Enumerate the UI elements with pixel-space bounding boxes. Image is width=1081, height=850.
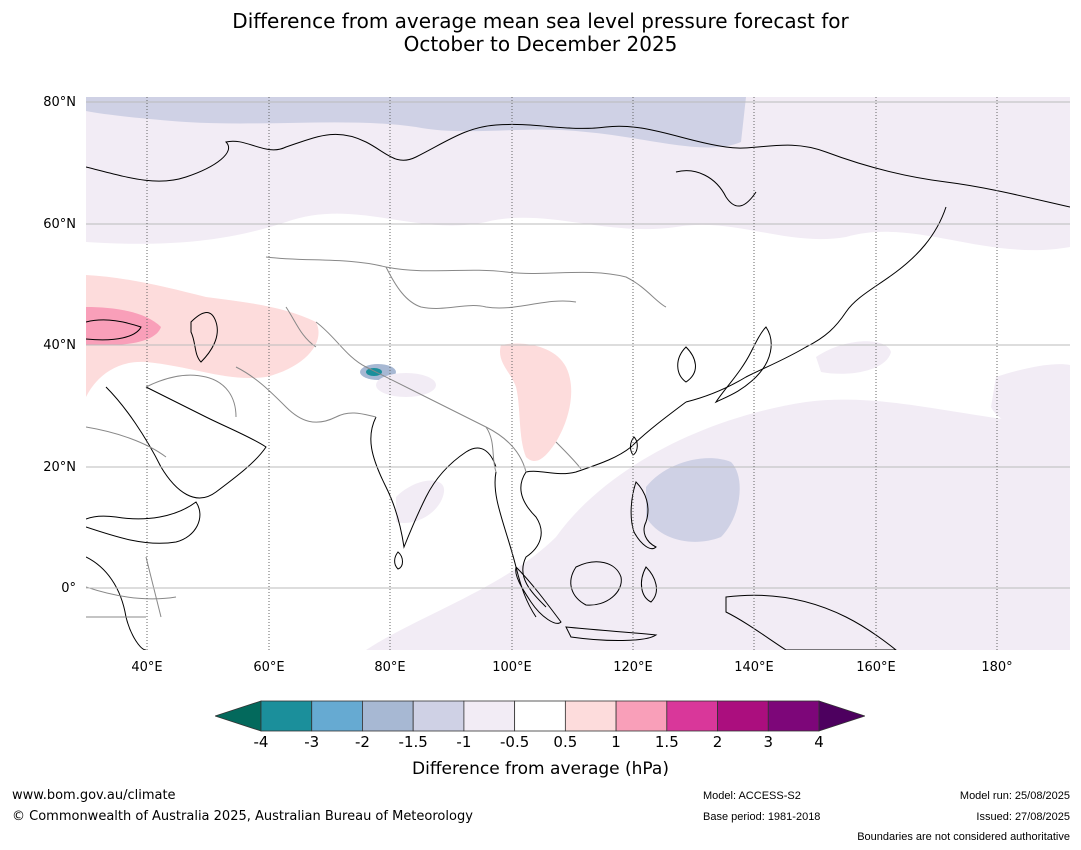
model-text: Model: ACCESS-S2 [703,790,801,802]
colorbar-segment [615,700,668,732]
colorbar-over-arrow [818,700,867,732]
issued-text: Issued: 27/08/2025 [976,811,1070,823]
lon-label-60e: 60°E [253,660,285,675]
colorbar [213,700,867,732]
colorbar-tick-label: 2 [712,733,723,751]
colorbar-segment [412,700,465,732]
map-svg [86,97,1070,650]
colorbar-segment [514,700,566,732]
colorbar-tick-label: -2 [354,733,370,751]
colorbar-tick-label: -4 [253,733,269,751]
lon-label-160e: 160°E [856,660,896,675]
colorbar-segment [767,700,820,732]
lon-label-140e: 140°E [734,660,774,675]
colorbar-segment [463,700,516,732]
country-borders [86,256,667,618]
lat-label-0: 0° [61,581,76,596]
colorbar-segment [564,700,617,732]
colorbar-label: Difference from average (hPa) [412,759,669,779]
colorbar-tick-label: -3 [304,733,320,751]
lat-label-80n: 80°N [43,95,76,110]
lon-label-100e: 100°E [492,660,532,675]
lon-label-180: 180° [981,660,1013,675]
lon-label-80e: 80°E [374,660,406,675]
latitude-gridlines [86,101,1070,589]
colorbar-segment [311,700,363,732]
colorbar-tick-label: -1.5 [398,733,428,751]
colorbar-tick-label: 1.5 [654,733,679,751]
colorbar-segment [717,700,769,732]
forecast-map [86,97,1070,650]
lon-label-40e: 40°E [131,660,163,675]
colorbar-tick-label: 0.5 [553,733,578,751]
anomaly-shading [86,97,1070,650]
colorbar-tick-label: 1 [611,733,621,751]
title-line-1: Difference from average mean sea level p… [232,9,849,33]
colorbar-tick-label: 4 [814,733,824,751]
lat-label-60n: 60°N [43,217,76,232]
colorbar-tick-label: -0.5 [499,733,530,751]
colorbar-tick-label: -1 [456,733,472,751]
lat-label-40n: 40°N [43,338,76,353]
website-link[interactable]: www.bom.gov.au/climate [12,788,176,803]
coastlines [86,123,1070,650]
colorbar-segment [362,700,414,732]
map-title: Difference from average mean sea level p… [0,10,1081,56]
longitude-gridlines [146,97,998,650]
disclaimer-text: Boundaries are not considered authoritat… [857,831,1070,843]
base-period-text: Base period: 1981-2018 [703,811,821,823]
model-run-text: Model run: 25/08/2025 [959,790,1070,802]
lat-label-20n: 20°N [43,460,76,475]
colorbar-under-arrow [213,700,262,732]
colorbar-tick-label: 3 [763,733,774,751]
title-line-2: October to December 2025 [403,32,678,56]
colorbar-segment [260,700,313,732]
lon-label-120e: 120°E [613,660,653,675]
copyright-text: © Commonwealth of Australia 2025, Austra… [12,809,473,824]
colorbar-segment [666,700,718,732]
colorbar-svg [213,700,867,732]
